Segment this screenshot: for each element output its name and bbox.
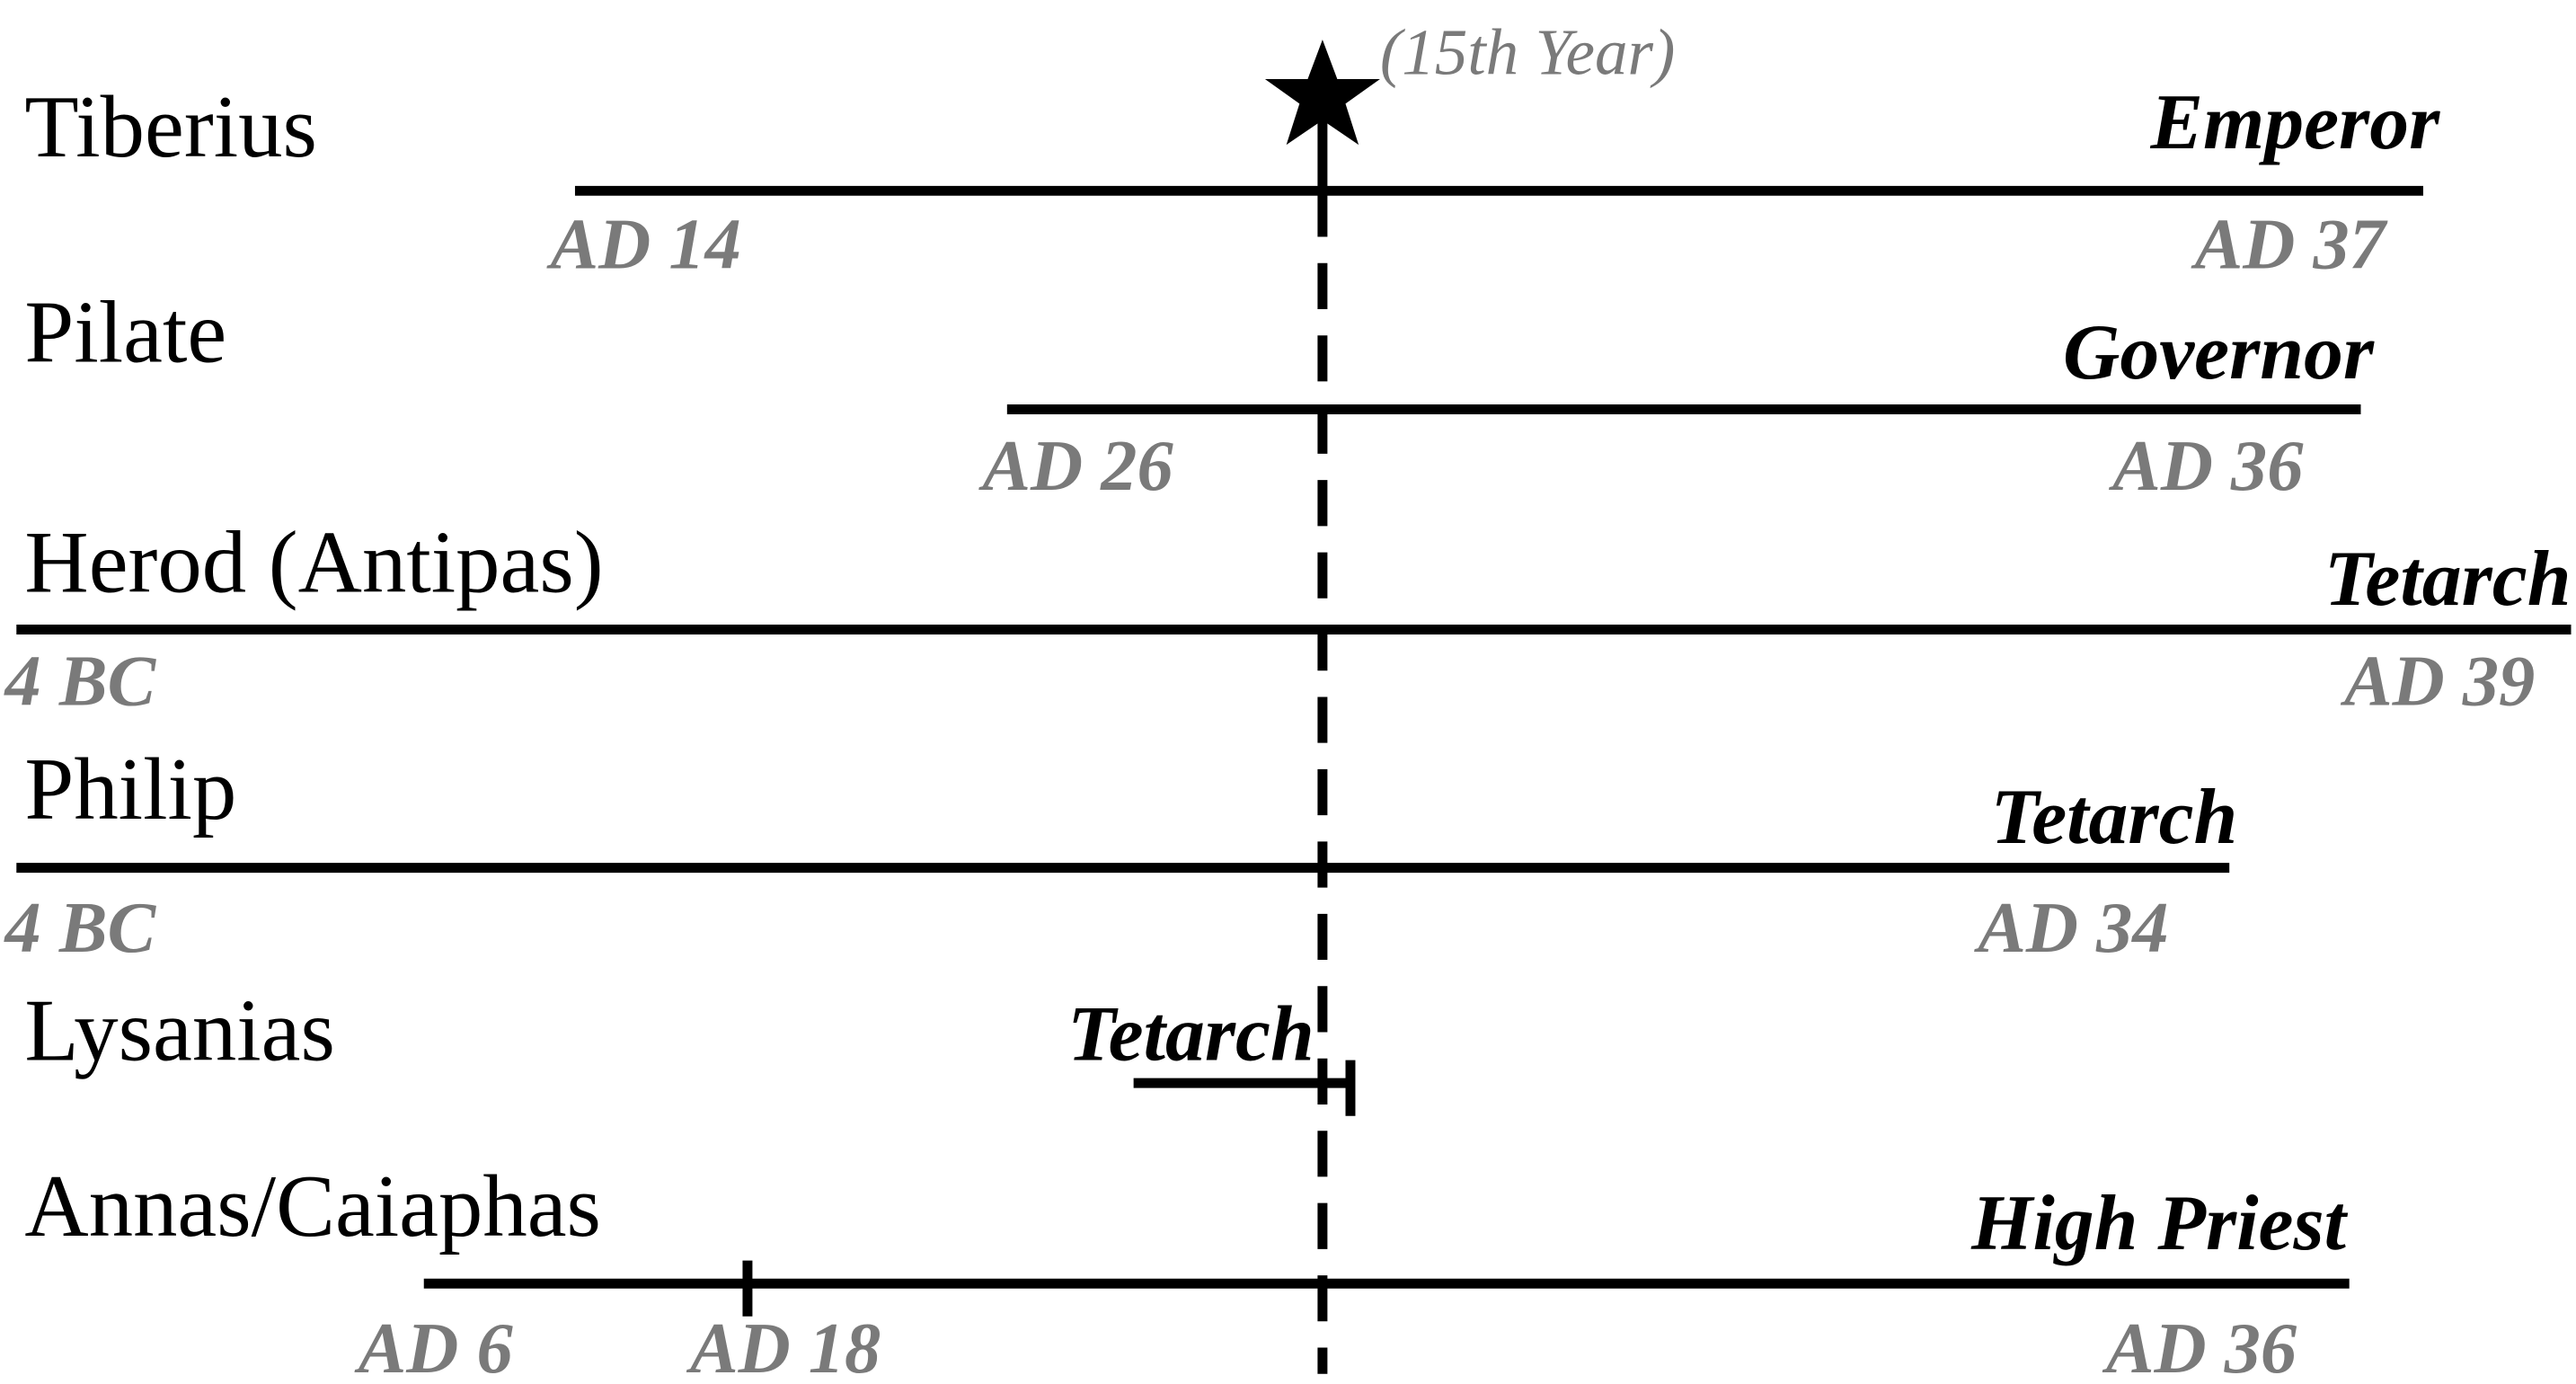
row-name: Philip <box>24 741 236 838</box>
annotation: (15th Year) <box>1380 16 1675 89</box>
date-label: AD 26 <box>978 426 1173 506</box>
date-label: AD 36 <box>2108 426 2304 506</box>
date-label: AD 18 <box>686 1309 881 1384</box>
role-label: High Priest <box>1970 1179 2348 1266</box>
date-label: 4 BC <box>3 888 156 968</box>
date-label: AD 34 <box>1973 888 2168 968</box>
role-label: Emperor <box>2149 78 2440 165</box>
row-name: Herod (Antipas) <box>24 513 603 611</box>
row-name: Annas/Caiaphas <box>24 1158 601 1255</box>
row-name: Tiberius <box>24 78 317 176</box>
role-label: Tetarch <box>2324 535 2572 622</box>
date-label: AD 6 <box>354 1309 514 1384</box>
date-label: AD 36 <box>2102 1309 2297 1384</box>
date-label: AD 37 <box>2191 204 2388 284</box>
role-label: Tetarch <box>1067 990 1315 1078</box>
star <box>1264 40 1380 146</box>
role-label: Governor <box>2063 308 2375 395</box>
row-name: Lysanias <box>24 982 334 1080</box>
date-label: AD 14 <box>546 204 741 284</box>
role-label: Tetarch <box>1991 773 2238 860</box>
date-label: 4 BC <box>3 642 156 722</box>
row-name: Pilate <box>24 283 226 381</box>
date-label: AD 39 <box>2340 642 2535 722</box>
